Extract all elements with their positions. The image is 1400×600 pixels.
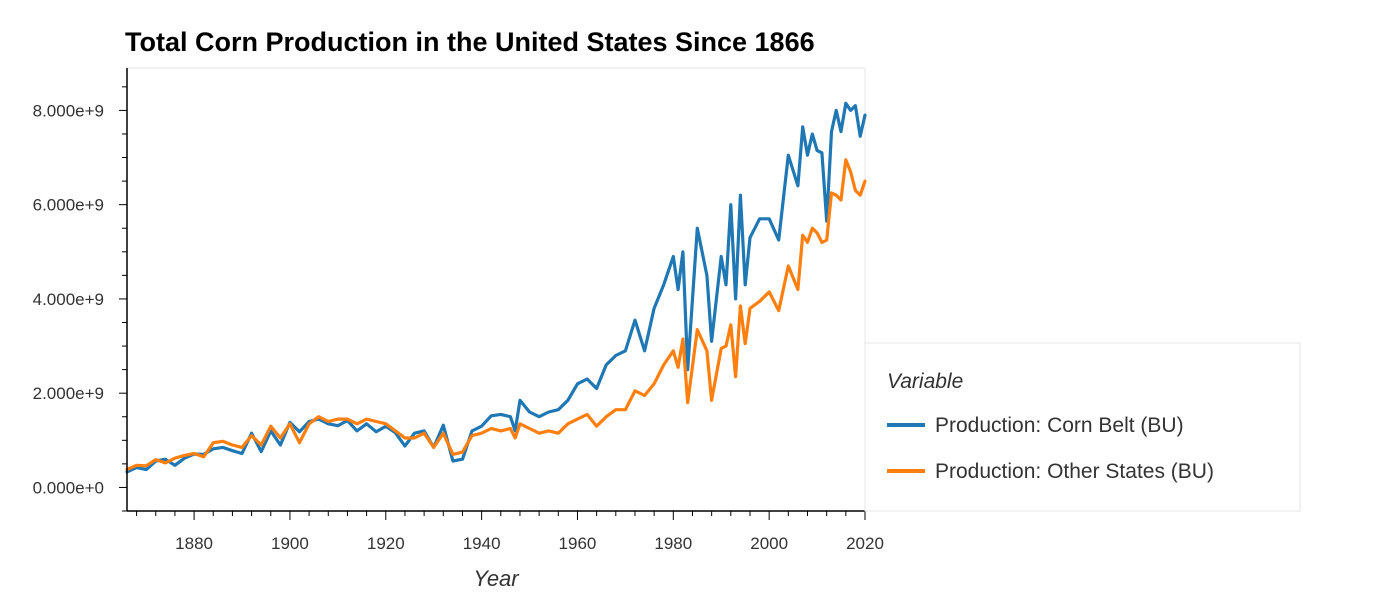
series-line-0	[125, 101, 867, 474]
legend-item-corn-belt[interactable]: Production: Corn Belt (BU)	[887, 414, 1184, 437]
y-tick-label: 6.000e+9	[33, 196, 104, 215]
legend-box	[864, 342, 1301, 512]
y-tick-label: 0.000e+0	[33, 478, 104, 497]
x-tick-label: 1980	[654, 534, 692, 553]
x-tick-label: 1900	[271, 534, 309, 553]
y-axis-ticks: 0.000e+0 2.000e+9 4.000e+9 6.000e+9 8.000e+9	[33, 86, 127, 512]
series-line-1	[125, 158, 867, 472]
x-tick-label: 1920	[367, 534, 405, 553]
chart-title: Total Corn Production in the United Stat…	[125, 27, 815, 57]
legend-label-other-states: Production: Other States (BU)	[935, 460, 1214, 483]
x-tick-label: 1880	[175, 534, 213, 553]
x-axis-ticks: 1880 1900 1920 1940 1960 1980 2000 2020	[136, 511, 884, 553]
y-tick-label: 4.000e+9	[33, 290, 104, 309]
legend-item-other-states[interactable]: Production: Other States (BU)	[887, 460, 1214, 483]
x-tick-label: 1960	[559, 534, 597, 553]
legend-label-corn-belt: Production: Corn Belt (BU)	[935, 414, 1184, 437]
x-tick-label: 2020	[846, 534, 884, 553]
legend-title: Variable	[887, 370, 963, 393]
series-lines	[125, 101, 867, 474]
y-tick-label: 2.000e+9	[33, 384, 104, 403]
x-tick-label: 1940	[463, 534, 501, 553]
y-tick-label: 8.000e+9	[33, 101, 104, 120]
plot-area[interactable]	[126, 67, 866, 512]
x-axis-label: Year	[473, 566, 520, 591]
x-tick-label: 2000	[750, 534, 788, 553]
legend[interactable]: Variable Production: Corn Belt (BU) Prod…	[864, 342, 1301, 512]
